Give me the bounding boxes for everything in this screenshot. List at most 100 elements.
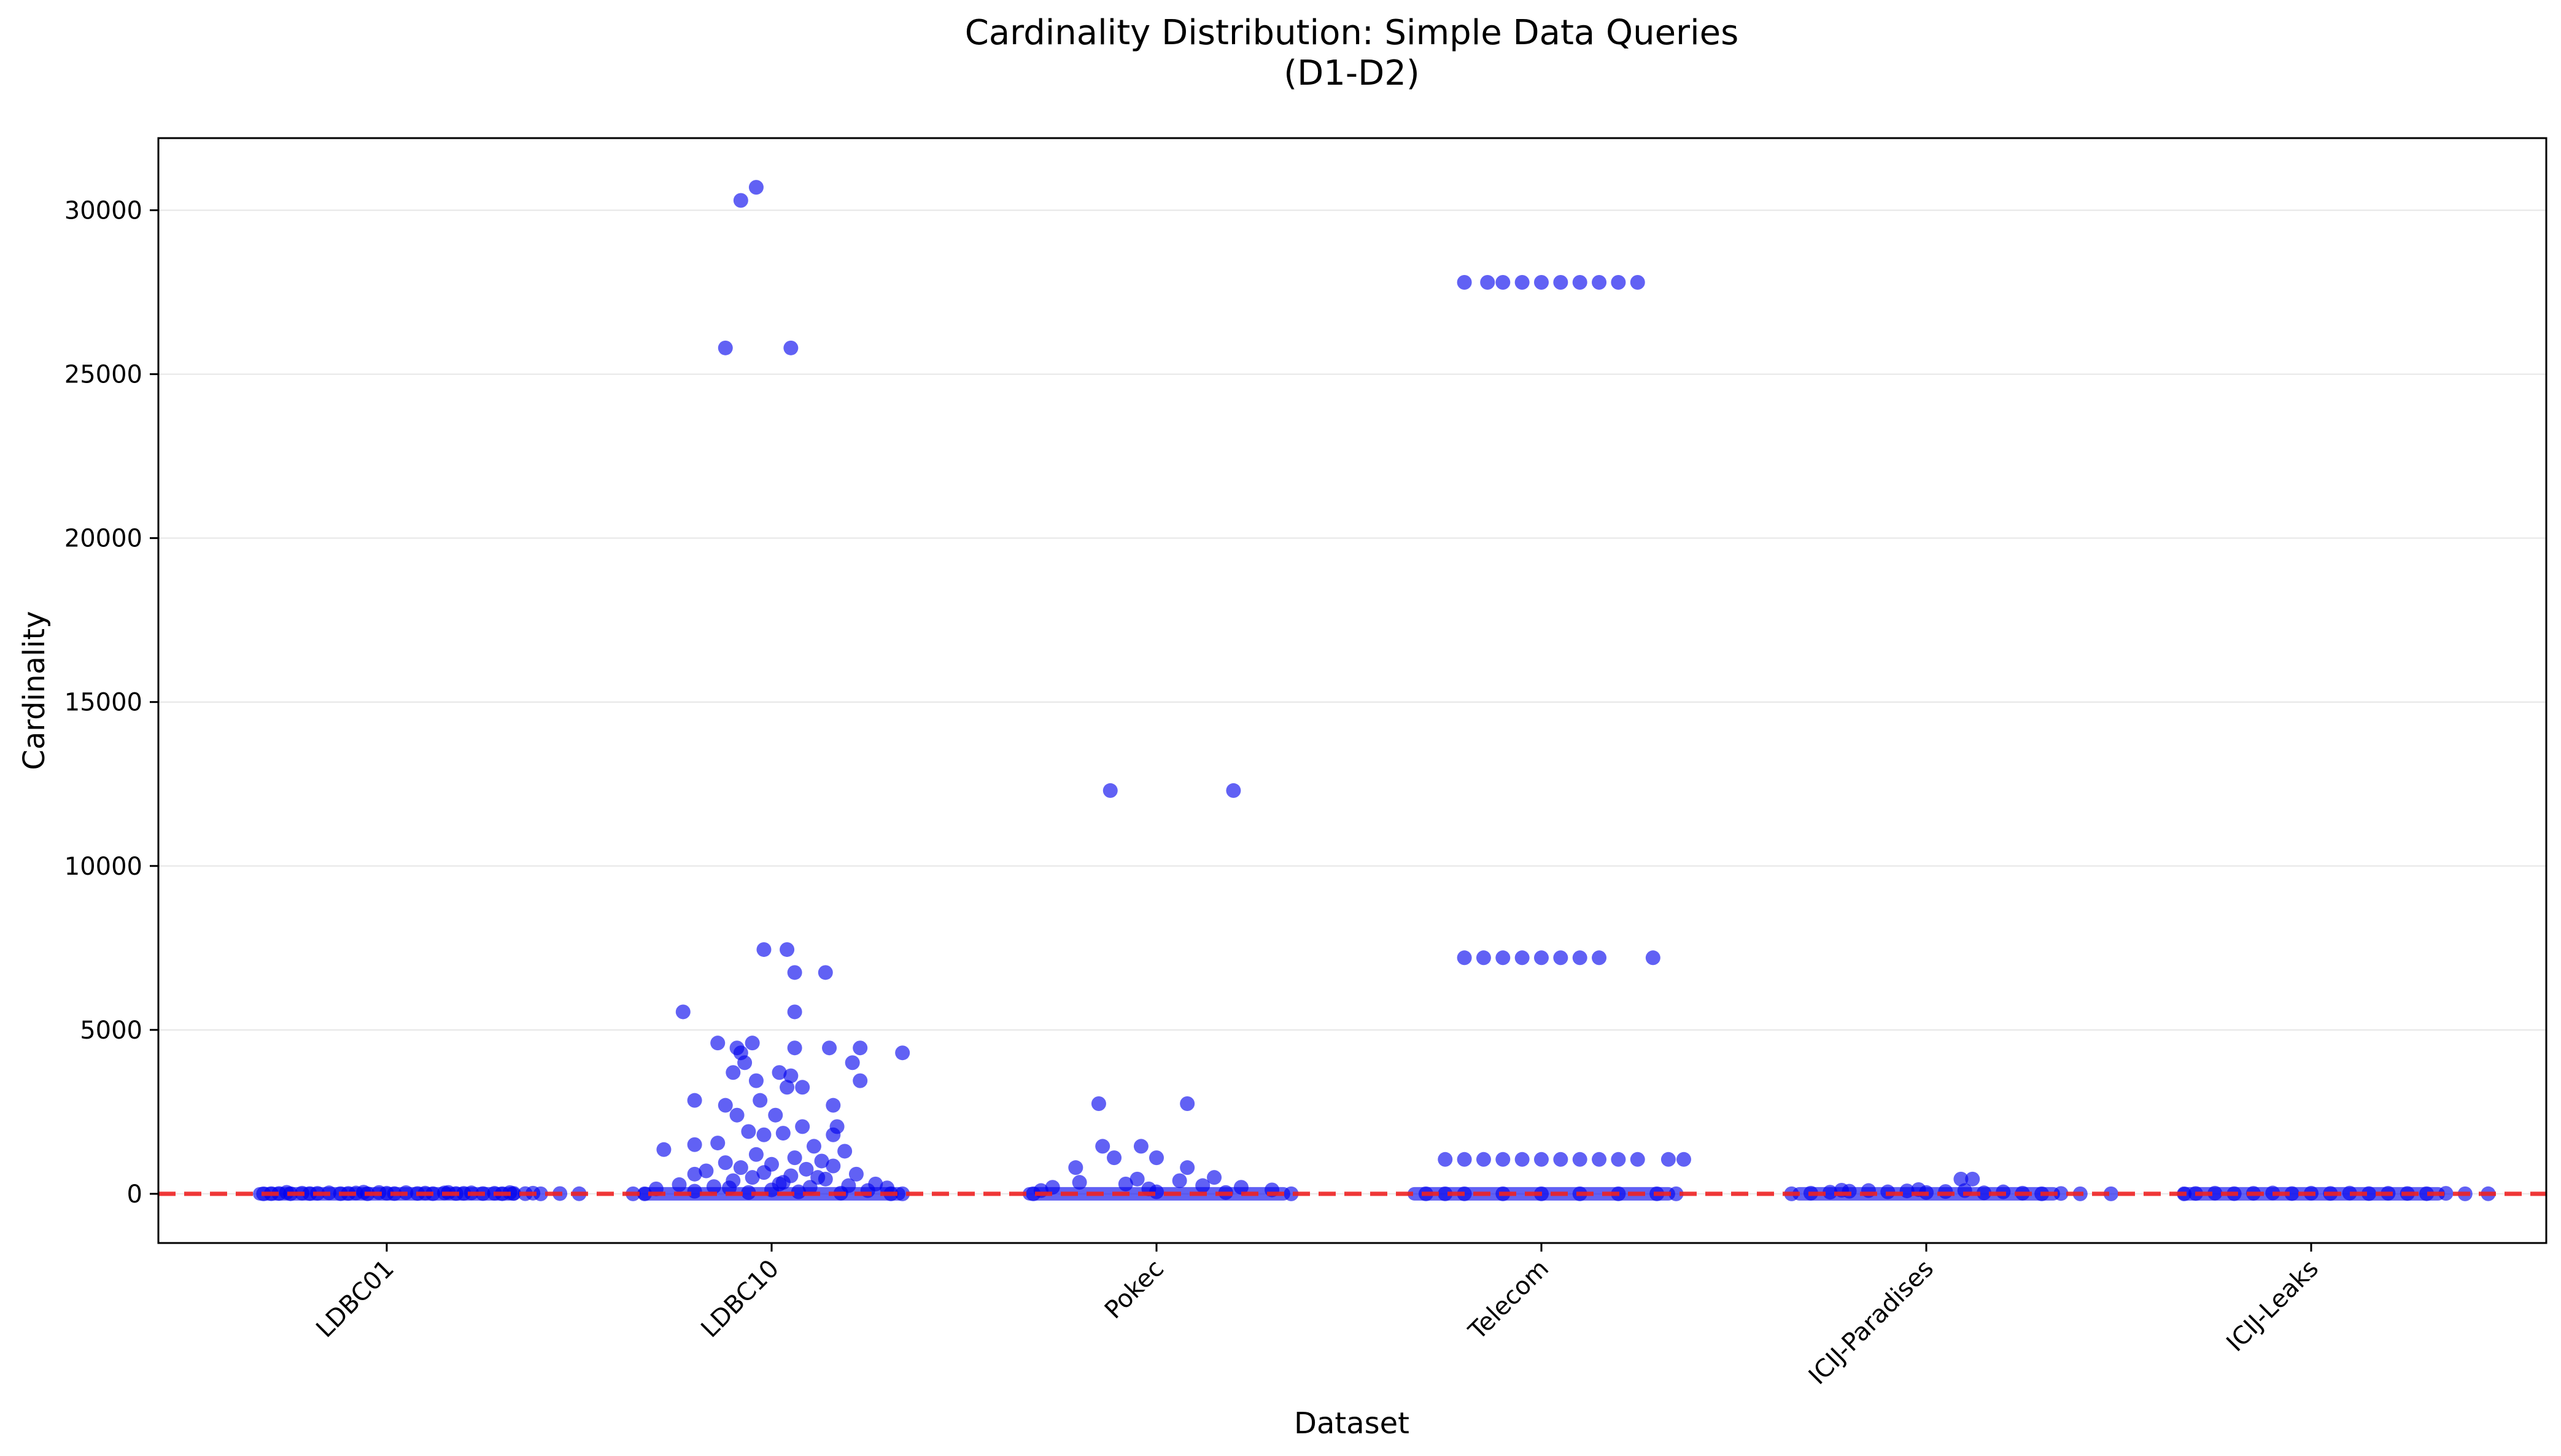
data-point xyxy=(699,1163,714,1179)
data-point xyxy=(1438,1152,1453,1167)
data-point xyxy=(1457,950,1472,966)
data-point xyxy=(1611,275,1626,290)
plot-frame xyxy=(157,137,2547,1244)
data-point xyxy=(783,340,799,355)
data-point xyxy=(826,1127,841,1142)
data-point xyxy=(748,1073,764,1088)
data-point xyxy=(780,942,795,957)
data-point xyxy=(718,1098,733,1113)
data-point xyxy=(1630,1152,1645,1167)
data-point xyxy=(818,965,833,980)
data-point xyxy=(853,1073,868,1088)
data-point xyxy=(656,1142,672,1157)
data-point xyxy=(1495,275,1511,290)
data-point xyxy=(1068,1160,1083,1175)
y-tick-label: 5000 xyxy=(80,1016,142,1045)
data-point xyxy=(1495,1152,1511,1167)
y-gridlines xyxy=(158,209,2546,1195)
data-point xyxy=(787,1004,802,1020)
y-axis: 0 5000 10000 15000 20000 25000 30000 xyxy=(64,197,158,1209)
data-point xyxy=(795,1119,810,1134)
y-tick-label: 20000 xyxy=(64,525,142,553)
data-point xyxy=(845,1055,860,1071)
data-point xyxy=(895,1045,910,1061)
data-point xyxy=(780,1080,795,1095)
data-point xyxy=(787,1150,802,1166)
data-point xyxy=(853,1040,868,1056)
data-point xyxy=(745,1036,760,1051)
data-point xyxy=(1514,1152,1530,1167)
data-point xyxy=(729,1107,745,1123)
data-point xyxy=(1553,1152,1568,1167)
data-point xyxy=(1553,275,1568,290)
data-point xyxy=(675,1004,691,1020)
data-point xyxy=(1660,1152,1676,1167)
data-point xyxy=(1072,1175,1087,1190)
data-point xyxy=(1534,275,1549,290)
data-point xyxy=(1457,275,1472,290)
y-tick-label: 0 xyxy=(127,1180,142,1209)
data-point xyxy=(1572,275,1587,290)
y-tick-label: 25000 xyxy=(64,361,142,389)
data-point xyxy=(1534,950,1549,966)
data-point xyxy=(1514,950,1530,966)
data-point xyxy=(775,1126,791,1141)
y-axis-label: Cardinality xyxy=(17,611,52,770)
data-point xyxy=(745,1170,760,1185)
data-point xyxy=(1091,1096,1106,1111)
data-point xyxy=(687,1093,702,1108)
data-point xyxy=(826,1158,841,1174)
data-point xyxy=(710,1036,726,1051)
data-point xyxy=(737,1055,753,1071)
data-point xyxy=(1572,950,1587,966)
data-point xyxy=(1495,950,1511,966)
data-point xyxy=(837,1144,853,1159)
data-point xyxy=(1611,1152,1626,1167)
data-point xyxy=(1180,1096,1195,1111)
data-point xyxy=(810,1170,826,1185)
data-point xyxy=(718,1155,733,1171)
data-point xyxy=(826,1098,841,1113)
data-point xyxy=(768,1107,783,1123)
data-point xyxy=(806,1139,821,1154)
y-tick-label: 30000 xyxy=(64,197,142,225)
data-point xyxy=(1592,950,1607,966)
data-point xyxy=(1534,1152,1549,1167)
data-point xyxy=(710,1136,726,1151)
data-point xyxy=(1226,783,1241,798)
data-point xyxy=(795,1080,810,1095)
data-point xyxy=(687,1137,702,1152)
data-point xyxy=(1129,1171,1145,1187)
data-point xyxy=(787,965,802,980)
data-point xyxy=(1514,275,1530,290)
data-point xyxy=(753,1093,768,1108)
data-point xyxy=(687,1166,702,1182)
data-point xyxy=(733,1160,748,1175)
data-point xyxy=(1457,1152,1472,1167)
data-point xyxy=(748,180,764,195)
x-axis-label: Dataset xyxy=(1294,1406,1409,1441)
data-point xyxy=(1553,950,1568,966)
data-point xyxy=(1172,1173,1187,1188)
data-point xyxy=(1207,1170,1222,1185)
data-point xyxy=(756,942,772,957)
y-tick-label: 10000 xyxy=(64,853,142,881)
chart-subtitle: (D1-D2) xyxy=(1284,53,1419,93)
data-point xyxy=(783,1068,799,1083)
data-point xyxy=(799,1161,814,1177)
data-point xyxy=(1180,1160,1195,1175)
data-point xyxy=(822,1040,837,1056)
data-point xyxy=(1107,1150,1122,1166)
data-point xyxy=(1133,1139,1149,1154)
data-point xyxy=(787,1040,802,1056)
data-point xyxy=(533,1186,548,1201)
data-point xyxy=(1630,275,1645,290)
data-point xyxy=(1572,1152,1587,1167)
data-point xyxy=(756,1127,772,1142)
data-point xyxy=(1953,1171,1969,1187)
data-point xyxy=(748,1147,764,1162)
data-point xyxy=(1480,275,1495,290)
data-point xyxy=(1476,950,1491,966)
